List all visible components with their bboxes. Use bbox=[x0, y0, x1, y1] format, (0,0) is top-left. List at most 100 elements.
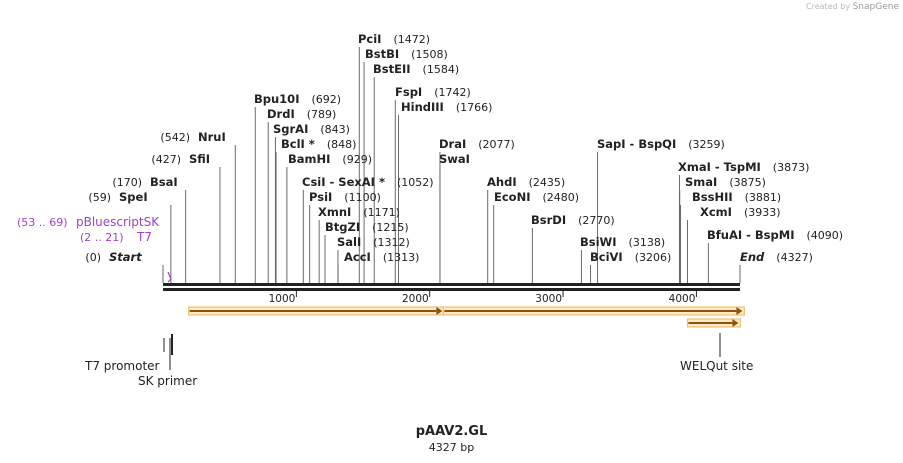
primer-t7[interactable]: (2 .. 21) T7 bbox=[80, 230, 152, 244]
tick-label: 3000 bbox=[535, 293, 562, 305]
site-xcmi[interactable]: XcmI (3933) bbox=[700, 205, 781, 219]
site-coordinate: (2435) bbox=[529, 176, 566, 189]
site-bsiwi[interactable]: BsiWI (3138) bbox=[580, 235, 665, 249]
site-coordinate: (2480) bbox=[542, 191, 579, 204]
site-coordinate: (1312) bbox=[373, 236, 410, 249]
site-swai[interactable]: SwaI bbox=[439, 152, 470, 166]
site-name: End bbox=[740, 250, 765, 264]
plasmid-name: pAAV2.GL bbox=[415, 424, 488, 439]
site-coordinate: (3873) bbox=[773, 161, 810, 174]
site-psii[interactable]: PsiI (1100) bbox=[309, 190, 381, 204]
site-name: FspI bbox=[395, 85, 422, 99]
site-coordinate: (3138) bbox=[629, 236, 666, 249]
site-start[interactable]: (0) Start bbox=[85, 250, 142, 264]
feature-t7-promoter[interactable]: T7 promoter bbox=[84, 338, 165, 373]
site-coordinate: (1100) bbox=[344, 191, 381, 204]
site-name: BtgZI bbox=[325, 220, 360, 234]
credit-brand: SnapGene bbox=[852, 2, 899, 12]
site-sali[interactable]: SalI (1312) bbox=[337, 235, 410, 249]
site-xmai-tspmi[interactable]: XmaI - TspMI (3873) bbox=[678, 160, 809, 174]
site-coordinate: (843) bbox=[320, 123, 350, 136]
site-name: BsaI bbox=[150, 175, 178, 189]
site-bsrdi[interactable]: BsrDI (2770) bbox=[531, 213, 615, 227]
site-name: SgrAI bbox=[273, 122, 308, 136]
site-xmni[interactable]: XmnI (1171) bbox=[318, 205, 400, 219]
primer-coordinate: (2 .. 21) bbox=[80, 231, 124, 244]
site-pcii[interactable]: PciI (1472) bbox=[358, 32, 430, 46]
site-bstbi[interactable]: BstBI (1508) bbox=[365, 47, 448, 61]
site-fspi[interactable]: FspI (1742) bbox=[395, 85, 471, 99]
feature-name: SK primer bbox=[138, 374, 197, 388]
site-sgrai[interactable]: SgrAI (843) bbox=[273, 122, 350, 136]
site-bamhi[interactable]: BamHI (929) bbox=[288, 152, 372, 166]
site-coordinate: (4327) bbox=[776, 251, 813, 264]
site-name: BclI * bbox=[281, 137, 315, 151]
site-coordinate: (170) bbox=[112, 176, 142, 189]
site-name: Bpu10I bbox=[254, 92, 299, 106]
site-name: BstEII bbox=[373, 62, 411, 76]
site-coordinate: (692) bbox=[311, 93, 341, 106]
primer-pbluescriptsk[interactable]: (53 .. 69) pBluescriptSK bbox=[17, 215, 160, 229]
backbone bbox=[163, 283, 740, 291]
site-name: SalI bbox=[337, 235, 361, 249]
credit-prefix: Created by bbox=[806, 2, 851, 11]
site-name: BamHI bbox=[288, 152, 330, 166]
site-coordinate: (848) bbox=[327, 138, 357, 151]
site-name: SpeI bbox=[119, 190, 148, 204]
primer-coordinate: (53 .. 69) bbox=[17, 216, 68, 229]
site-bsteii[interactable]: BstEII (1584) bbox=[373, 62, 459, 76]
site-bfuai-bspmi[interactable]: BfuAI - BspMI (4090) bbox=[707, 228, 843, 242]
site-coordinate: (0) bbox=[85, 251, 101, 264]
primer-tick bbox=[167, 271, 172, 283]
feature-welqut-site[interactable]: WELQut site bbox=[680, 333, 753, 373]
site-name: NruI bbox=[198, 130, 226, 144]
site-name: BsrDI bbox=[531, 213, 566, 227]
site-bpu10i[interactable]: Bpu10I (692) bbox=[254, 92, 341, 106]
site-bsshii[interactable]: BssHII (3881) bbox=[692, 190, 781, 204]
site-nrui[interactable]: (542) NruI bbox=[160, 130, 225, 144]
plasmid-length: 4327 bp bbox=[428, 441, 475, 454]
site-coordinate: (542) bbox=[160, 131, 190, 144]
site-acci[interactable]: AccI (1313) bbox=[344, 250, 419, 264]
site-coordinate: (3206) bbox=[635, 251, 672, 264]
site-hindiii[interactable]: HindIII (1766) bbox=[401, 100, 492, 114]
site-name: AhdI bbox=[487, 175, 517, 189]
site-coordinate: (1584) bbox=[423, 63, 460, 76]
feature-sk-primer[interactable]: SK primer bbox=[138, 338, 197, 388]
site-name: EcoNI bbox=[494, 190, 530, 204]
site-name: HindIII bbox=[401, 100, 444, 114]
site-bcli[interactable]: BclI * (848) bbox=[281, 137, 356, 151]
site-name: SapI - BspQI bbox=[597, 137, 676, 151]
site-bcivi[interactable]: BciVI (3206) bbox=[590, 250, 671, 264]
feature-name: T7 promoter bbox=[84, 359, 160, 373]
backbone-bottom-strand bbox=[163, 288, 740, 291]
feature-name: WELQut site bbox=[680, 359, 753, 373]
site-name: BsiWI bbox=[580, 235, 617, 249]
site-coordinate: (1742) bbox=[434, 86, 471, 99]
site-sapi-bspqi[interactable]: SapI - BspQI (3259) bbox=[597, 137, 725, 151]
site-name: DraI bbox=[439, 137, 466, 151]
site-coordinate: (427) bbox=[151, 153, 181, 166]
feature-arrow-head bbox=[736, 307, 743, 315]
primer-name: T7 bbox=[136, 230, 152, 244]
site-btgzi[interactable]: BtgZI (1215) bbox=[325, 220, 409, 234]
site-smai[interactable]: SmaI (3875) bbox=[685, 175, 766, 189]
site-sfii[interactable]: (427) SfiI bbox=[151, 152, 210, 166]
site-drdi[interactable]: DrdI (789) bbox=[267, 107, 336, 121]
site-coordinate: (3933) bbox=[744, 206, 781, 219]
site-coordinate: (2770) bbox=[578, 214, 615, 227]
site-spei[interactable]: (59) SpeI bbox=[88, 190, 147, 204]
site-coordinate: (3259) bbox=[688, 138, 725, 151]
site-drai[interactable]: DraI (2077) bbox=[439, 137, 515, 151]
site-name: BssHII bbox=[692, 190, 733, 204]
site-end[interactable]: End (4327) bbox=[740, 250, 813, 264]
feature-arrow-head bbox=[732, 319, 739, 327]
site-name: Start bbox=[109, 250, 142, 264]
site-coordinate: (1171) bbox=[363, 206, 400, 219]
site-coordinate: (1766) bbox=[456, 101, 493, 114]
site-bsai[interactable]: (170) BsaI bbox=[112, 175, 177, 189]
site-coordinate: (2077) bbox=[478, 138, 515, 151]
site-csii-sexai[interactable]: CsiI - SexAI * (1052) bbox=[302, 175, 434, 189]
site-econi[interactable]: EcoNI (2480) bbox=[494, 190, 579, 204]
site-ahdi[interactable]: AhdI (2435) bbox=[487, 175, 565, 189]
